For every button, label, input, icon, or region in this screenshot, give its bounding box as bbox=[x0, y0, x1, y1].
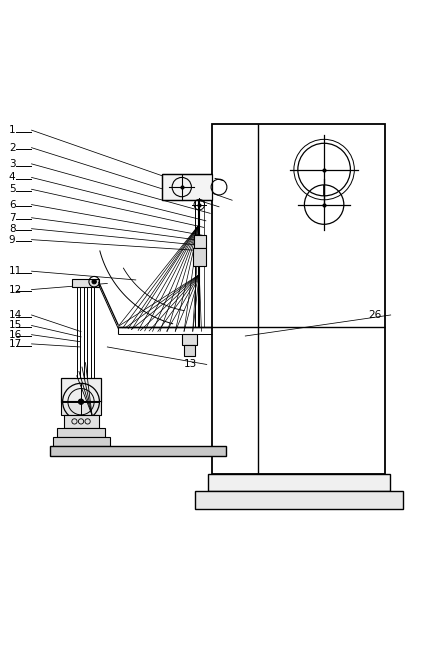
Text: 5: 5 bbox=[9, 184, 15, 194]
Bar bbox=[61, 378, 101, 402]
Text: 7: 7 bbox=[9, 213, 15, 222]
Text: 11: 11 bbox=[9, 266, 22, 276]
Text: 26: 26 bbox=[368, 310, 381, 320]
Text: 4: 4 bbox=[9, 173, 15, 182]
Text: 1: 1 bbox=[9, 125, 15, 135]
Text: 6: 6 bbox=[9, 200, 15, 210]
Bar bbox=[182, 334, 197, 345]
Circle shape bbox=[78, 399, 84, 405]
Bar bbox=[162, 174, 212, 200]
Bar bbox=[208, 474, 390, 491]
Bar bbox=[57, 428, 105, 437]
Bar bbox=[53, 437, 110, 446]
Text: 13: 13 bbox=[184, 360, 197, 370]
Text: 14: 14 bbox=[9, 310, 22, 320]
Text: 8: 8 bbox=[9, 224, 15, 234]
Text: 3: 3 bbox=[9, 159, 15, 169]
Bar bbox=[212, 124, 385, 474]
Bar bbox=[195, 491, 403, 509]
Bar bbox=[64, 415, 99, 428]
Bar bbox=[193, 249, 206, 266]
Text: 16: 16 bbox=[9, 330, 22, 339]
Bar bbox=[61, 401, 101, 415]
Bar bbox=[50, 446, 226, 456]
Bar bbox=[184, 345, 195, 355]
Bar bbox=[72, 279, 99, 287]
Text: 2: 2 bbox=[9, 142, 15, 153]
Text: 12: 12 bbox=[9, 284, 22, 294]
Text: 15: 15 bbox=[9, 321, 22, 331]
Circle shape bbox=[92, 280, 96, 284]
Bar bbox=[194, 235, 206, 249]
Text: 9: 9 bbox=[9, 235, 15, 245]
Text: 17: 17 bbox=[9, 339, 22, 349]
